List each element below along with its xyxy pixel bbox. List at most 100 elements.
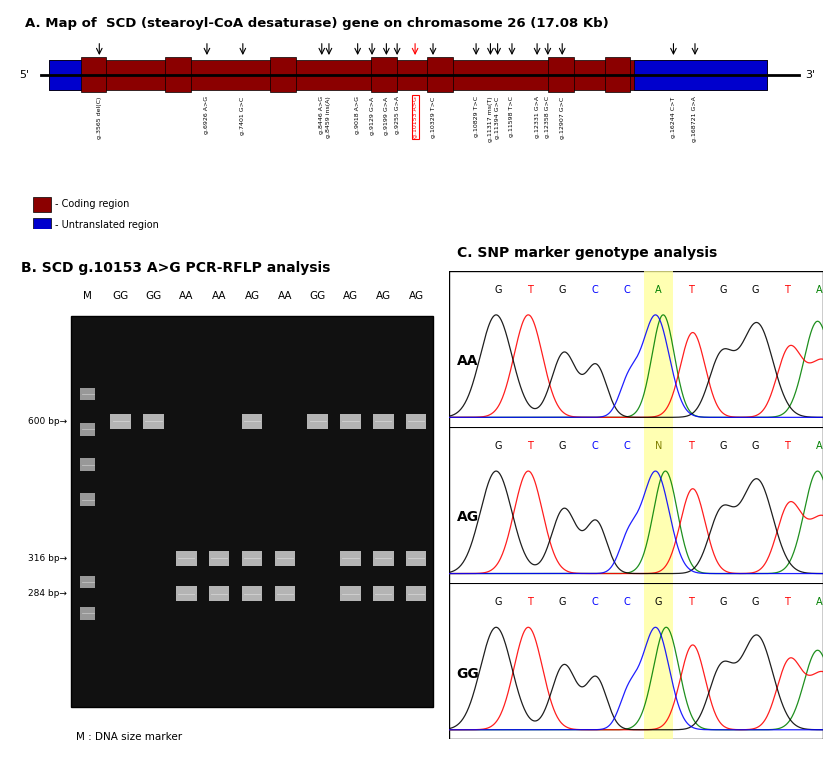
Text: G: G bbox=[752, 284, 759, 295]
Text: A: A bbox=[816, 440, 822, 451]
Text: T: T bbox=[528, 597, 533, 607]
Text: g.11394 G>C: g.11394 G>C bbox=[495, 96, 500, 139]
Text: 600 bp→: 600 bp→ bbox=[28, 417, 67, 426]
Bar bbox=[49, 60, 767, 90]
Bar bbox=[340, 586, 360, 601]
Text: AA: AA bbox=[212, 291, 227, 301]
Bar bbox=[275, 551, 295, 566]
Text: T: T bbox=[785, 597, 790, 607]
Text: g.6926 A>G: g.6926 A>G bbox=[204, 96, 209, 134]
Text: C: C bbox=[623, 284, 630, 295]
Bar bbox=[176, 586, 197, 601]
Text: AG: AG bbox=[408, 291, 423, 301]
Bar bbox=[373, 586, 393, 601]
Bar bbox=[406, 414, 427, 429]
Bar bbox=[33, 197, 50, 212]
Text: G: G bbox=[752, 597, 759, 607]
Bar bbox=[49, 60, 93, 90]
Text: g.10153 A>G: g.10153 A>G bbox=[412, 96, 417, 138]
Text: AG: AG bbox=[343, 291, 358, 301]
Text: 284 bp→: 284 bp→ bbox=[29, 589, 67, 598]
Text: G: G bbox=[494, 284, 501, 295]
Text: G: G bbox=[752, 440, 759, 451]
Text: C: C bbox=[623, 597, 630, 607]
Text: G: G bbox=[719, 284, 727, 295]
Bar bbox=[242, 551, 262, 566]
Bar bbox=[209, 586, 229, 601]
Text: C: C bbox=[623, 440, 630, 451]
Bar bbox=[165, 57, 191, 92]
Bar bbox=[275, 586, 295, 601]
Bar bbox=[81, 57, 107, 92]
Text: T: T bbox=[785, 284, 790, 295]
Bar bbox=[209, 551, 229, 566]
Bar bbox=[270, 57, 296, 92]
Bar bbox=[71, 315, 433, 707]
Text: C: C bbox=[591, 597, 598, 607]
Text: g.12907 G>C: g.12907 G>C bbox=[559, 96, 564, 139]
Bar bbox=[242, 586, 262, 601]
Text: G: G bbox=[559, 597, 566, 607]
Bar bbox=[406, 586, 427, 601]
Text: g.9129 G>A: g.9129 G>A bbox=[370, 96, 375, 135]
Text: g.9018 A>G: g.9018 A>G bbox=[355, 96, 360, 134]
Text: g.9255 G>A: g.9255 G>A bbox=[395, 96, 400, 134]
Text: T: T bbox=[688, 597, 694, 607]
Text: - Coding region: - Coding region bbox=[55, 199, 129, 209]
Text: g.12358 G>C: g.12358 G>C bbox=[545, 96, 550, 139]
Text: AG: AG bbox=[244, 291, 260, 301]
Text: G: G bbox=[719, 597, 727, 607]
Text: A: A bbox=[655, 284, 662, 295]
Text: T: T bbox=[688, 284, 694, 295]
Text: g.3565 del(C): g.3565 del(C) bbox=[97, 96, 102, 139]
Text: AG: AG bbox=[375, 291, 391, 301]
Text: g.8459 ins(A): g.8459 ins(A) bbox=[327, 96, 332, 138]
Text: C: C bbox=[591, 440, 598, 451]
Text: B. SCD g.10153 A>G PCR-RFLP analysis: B. SCD g.10153 A>G PCR-RFLP analysis bbox=[21, 261, 330, 275]
Text: G: G bbox=[494, 597, 501, 607]
Bar bbox=[307, 414, 328, 429]
Bar bbox=[370, 57, 396, 92]
Bar bbox=[644, 271, 673, 427]
Bar bbox=[33, 218, 50, 233]
Text: g.16244 C>T: g.16244 C>T bbox=[671, 96, 676, 138]
Text: N: N bbox=[655, 440, 663, 451]
Text: g.10329 T>C: g.10329 T>C bbox=[431, 96, 435, 138]
Text: M: M bbox=[83, 291, 92, 301]
Text: C: C bbox=[591, 284, 598, 295]
Text: GG: GG bbox=[310, 291, 326, 301]
Text: G: G bbox=[719, 440, 727, 451]
Bar bbox=[340, 551, 360, 566]
Text: g.8446 A>G: g.8446 A>G bbox=[319, 96, 324, 134]
Bar bbox=[80, 423, 96, 436]
Text: AA: AA bbox=[277, 291, 292, 301]
Text: g.10829 T>C: g.10829 T>C bbox=[474, 96, 479, 137]
Text: C. SNP marker genotype analysis: C. SNP marker genotype analysis bbox=[457, 246, 717, 261]
Text: 3': 3' bbox=[806, 70, 816, 80]
Bar bbox=[644, 427, 673, 583]
Bar bbox=[80, 494, 96, 506]
Text: 316 bp→: 316 bp→ bbox=[28, 554, 67, 563]
Text: M : DNA size marker: M : DNA size marker bbox=[76, 732, 181, 742]
Text: G: G bbox=[655, 597, 663, 607]
Text: g.12331 G>A: g.12331 G>A bbox=[534, 96, 539, 139]
Text: AA: AA bbox=[179, 291, 193, 301]
Text: - Untranslated region: - Untranslated region bbox=[55, 220, 159, 230]
Text: 5': 5' bbox=[18, 70, 29, 80]
Bar bbox=[80, 575, 96, 588]
Bar bbox=[406, 551, 427, 566]
Text: GG: GG bbox=[113, 291, 129, 301]
Bar bbox=[340, 414, 360, 429]
Text: A: A bbox=[816, 597, 822, 607]
Text: G: G bbox=[559, 284, 566, 295]
Bar bbox=[605, 57, 631, 92]
Bar bbox=[373, 414, 393, 429]
Text: AG: AG bbox=[457, 511, 479, 524]
Text: G: G bbox=[559, 440, 566, 451]
Bar bbox=[144, 414, 164, 429]
Bar bbox=[80, 458, 96, 471]
Bar bbox=[549, 57, 574, 92]
Text: g.11598 T>C: g.11598 T>C bbox=[510, 96, 514, 137]
Bar bbox=[428, 57, 453, 92]
Text: g.9199 G>A: g.9199 G>A bbox=[384, 96, 389, 135]
